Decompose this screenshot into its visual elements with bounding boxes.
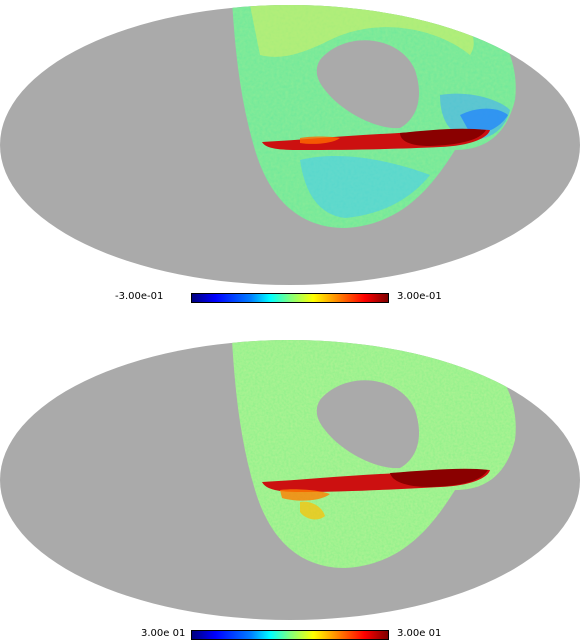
colorbar-bottom: 3.00e 01 3.00e 01 [115,627,475,641]
colorbar-bottom-gradient [191,630,389,640]
colorbar-top-max-label: 3.00e-01 [397,291,442,302]
mollweide-map-bottom: 3.00e 01 3.00e 01 [0,330,581,643]
cool-region-top-2 [300,155,430,218]
galactic-plane-top-spot [300,136,340,144]
galactic-plane-bottom-core [390,468,488,487]
cool-region-top-3 [460,108,508,134]
colorbar-top: -3.00e-01 3.00e-01 [115,290,465,304]
galactic-plane-bottom-blob [300,501,325,520]
colorbar-top-gradient [191,293,389,303]
map-top-svg [0,5,580,285]
galactic-plane-top-core [400,128,486,146]
colorbar-top-min-label: -3.00e-01 [115,291,164,302]
galactic-plane-bottom-spot [280,489,330,501]
colorbar-bottom-max-label: 3.00e 01 [397,628,442,639]
mollweide-map-top: -3.00e-01 3.00e-01 [0,0,581,320]
survey-region-top [232,5,516,228]
map-bottom-svg [0,340,580,620]
survey-region-bottom [232,340,516,568]
colorbar-bottom-min-label: 3.00e 01 [141,628,186,639]
